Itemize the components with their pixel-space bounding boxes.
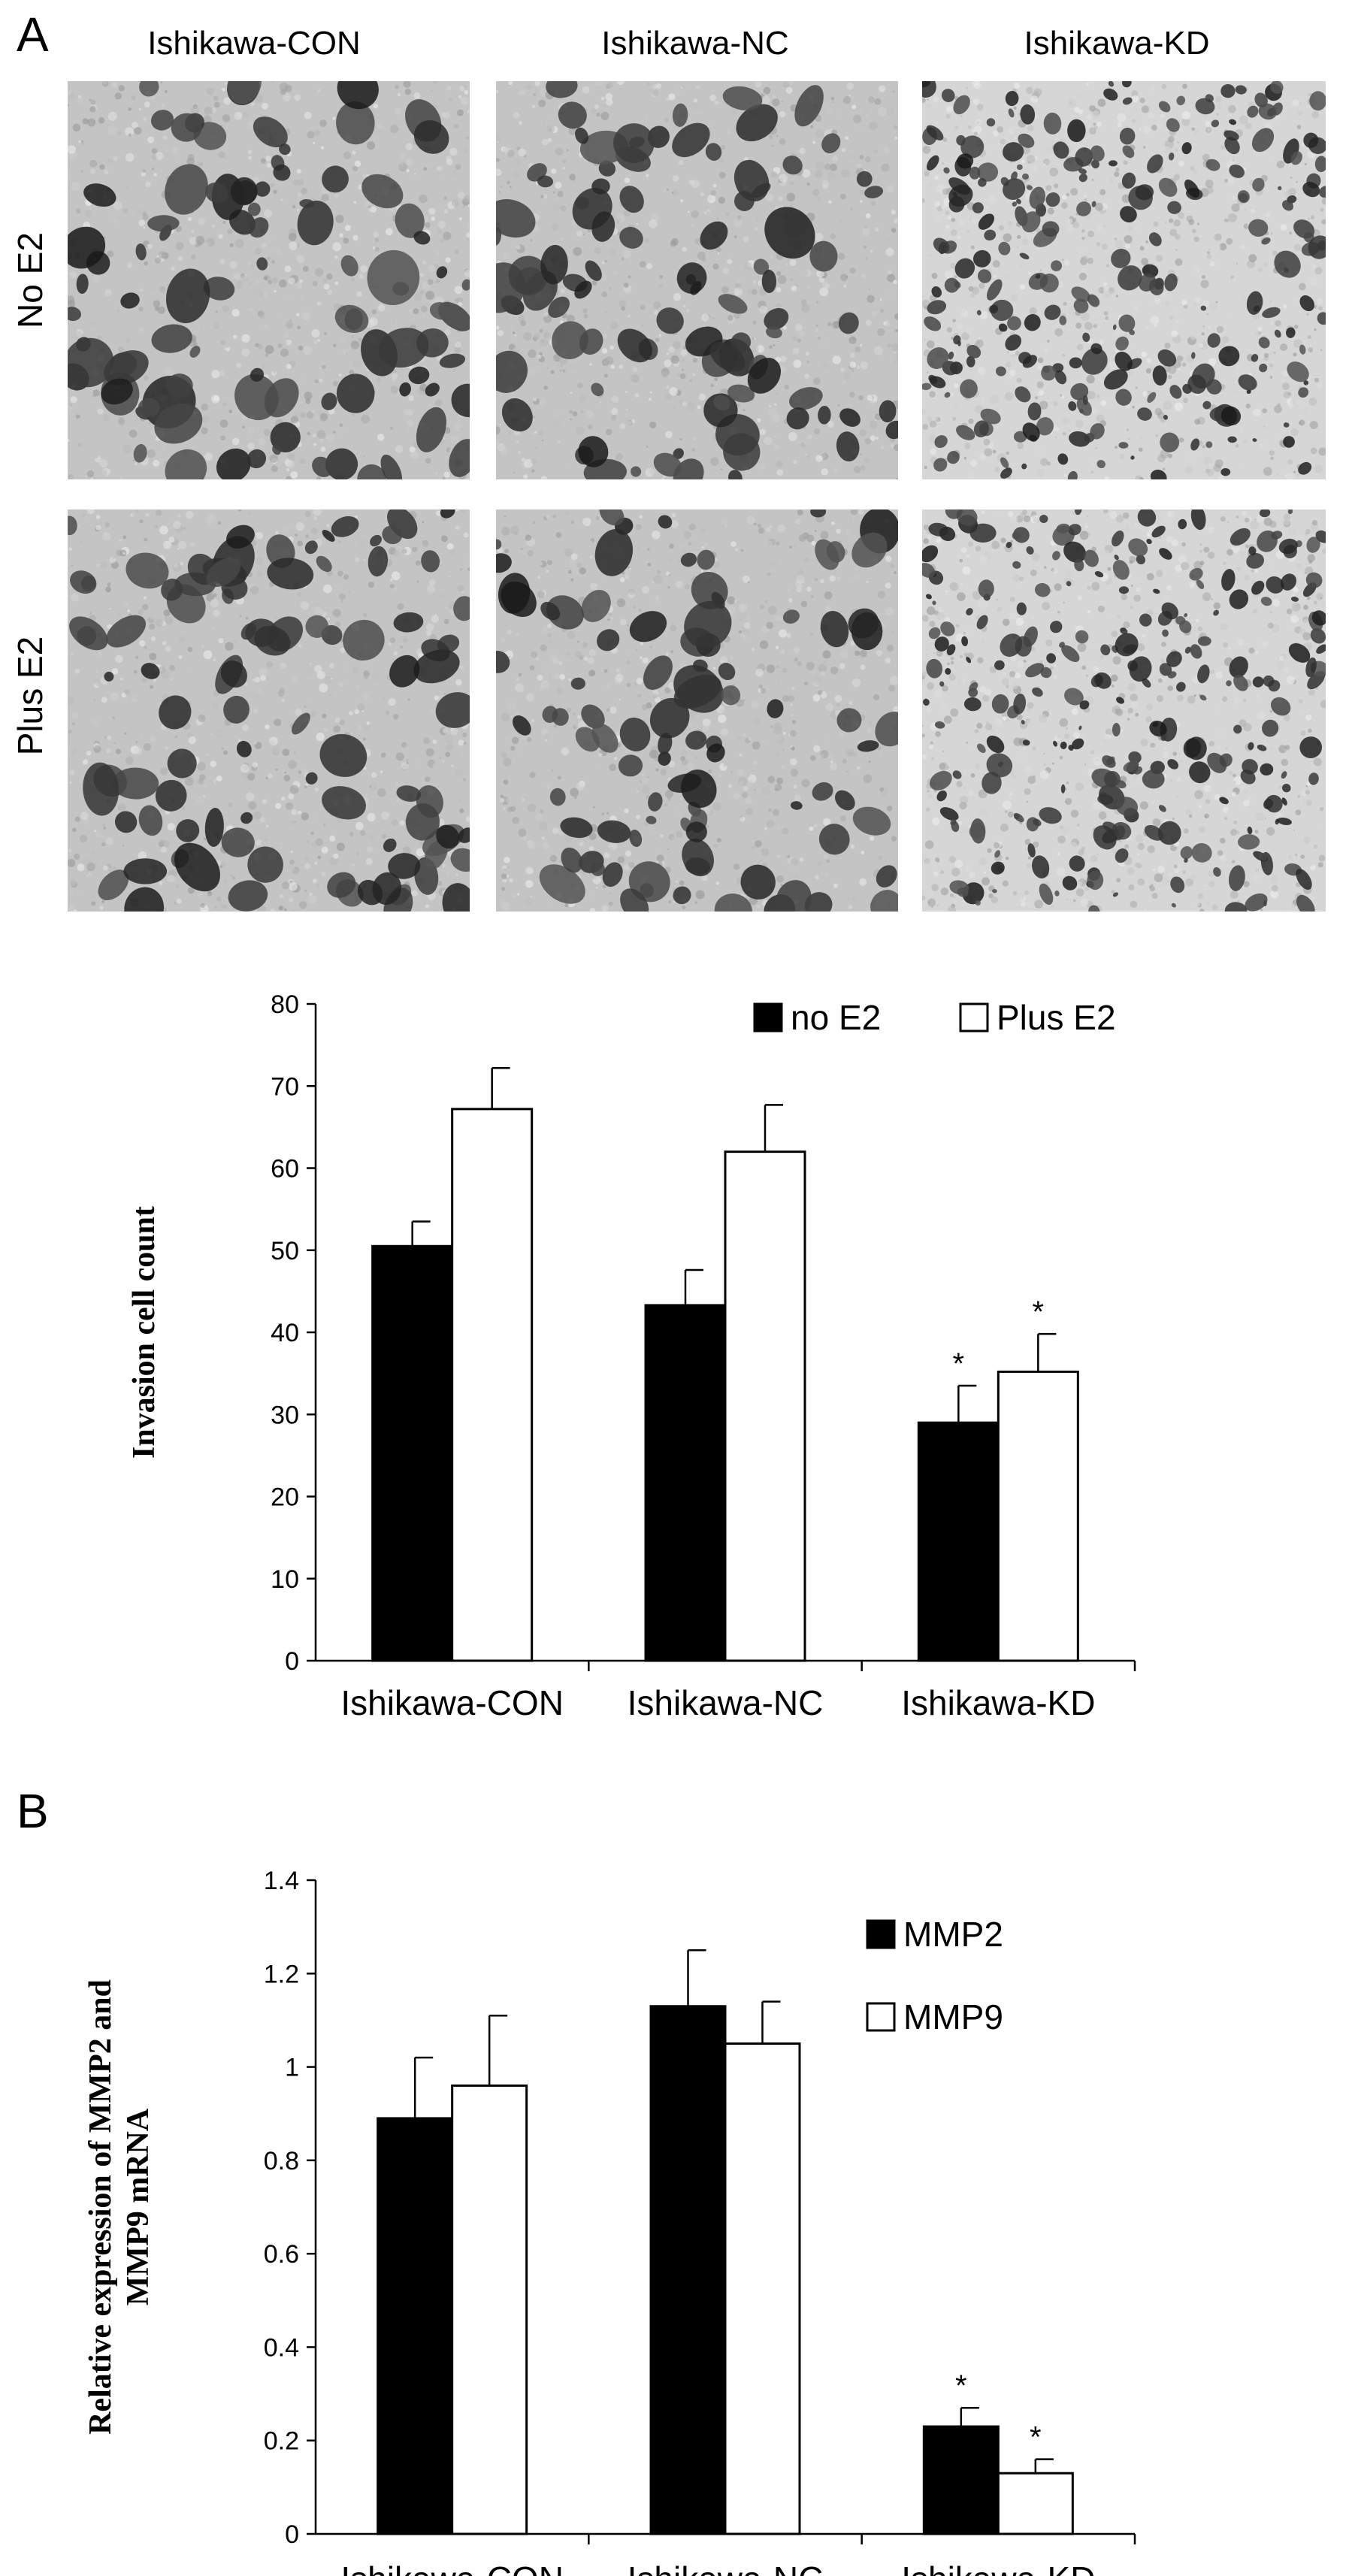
chart-b-bar-mmp2 [377, 2117, 454, 2535]
panel-a-letter: A [17, 8, 49, 62]
chart-a-bar-no-e2 [644, 1304, 727, 1662]
column-header-kd: Ishikawa-KD [1024, 25, 1210, 62]
row-header-no-e2: No E2 [11, 232, 50, 328]
panel-b-letter: B [17, 1784, 49, 1838]
column-header-con: Ishikawa-CON [147, 25, 361, 62]
chart-a-significance-marker: * [953, 1347, 965, 1380]
chart-b-y-tick-label: 0.4 [264, 2333, 299, 2362]
chart-a-y-tick-label: 50 [271, 1237, 299, 1265]
chart-a-y-axis-label: Invasion cell count [127, 1206, 162, 1459]
invasion-count-bar-chart: 0 10 20 30 40 50 60 70 80 Ishikawa-CON Ishikawa-NC… [127, 990, 1136, 1722]
chart-a-y-tick-label: 0 [285, 1647, 299, 1676]
chart-b-bar-mmp2 [922, 2425, 1000, 2535]
chart-a-legend-label: Plus E2 [997, 998, 1116, 1037]
chart-b-legend-label: MMP2 [903, 1915, 1003, 1954]
chart-a-bar-plus-e2 [451, 1108, 534, 1662]
chart-a-y-tick-label: 70 [271, 1072, 299, 1101]
chart-b-bar-mmp2 [649, 2005, 727, 2535]
chart-b-y-tick-label: 0.8 [264, 2147, 299, 2175]
chart-b-legend-label: MMP9 [903, 1997, 1003, 2036]
chart-b-significance-marker: * [955, 2369, 967, 2402]
chart-a-category-label: Ishikawa-NC [628, 1683, 824, 1722]
chart-a-y-tick-label: 80 [271, 990, 299, 1019]
chart-b-category-label: Ishikawa-NC [628, 2559, 824, 2576]
chart-a-y-tick-label: 60 [271, 1155, 299, 1184]
micrograph-con-no-e2 [68, 81, 470, 479]
micrograph-nc-plus-e2 [496, 509, 898, 912]
chart-b-y-axis-label: Relative expression of MMP2 and [83, 1979, 118, 2435]
chart-a-legend-swatch [959, 1002, 989, 1033]
chart-b-y-axis-label: MMP9 mRNA [121, 2108, 156, 2305]
column-header-nc: Ishikawa-NC [601, 25, 789, 62]
chart-b-category-label: Ishikawa-CON [340, 2559, 564, 2576]
chart-b-legend-swatch [866, 1919, 896, 1949]
chart-b-y-tick-label: 0 [285, 2520, 299, 2549]
chart-b-y-tick-label: 1.2 [264, 1960, 299, 1988]
row-header-plus-e2: Plus E2 [11, 636, 50, 756]
chart-a-y-tick-label: 20 [271, 1483, 299, 1512]
chart-b-bar-mmp9 [451, 2084, 528, 2535]
micrograph-kd-no-e2 [922, 81, 1326, 479]
chart-a-bar-no-e2 [371, 1244, 454, 1662]
chart-b-y-tick-label: 0.6 [264, 2240, 299, 2269]
chart-a-legend-label: no E2 [791, 998, 881, 1037]
chart-a-bar-plus-e2 [997, 1370, 1079, 1662]
chart-b-y-tick-label: 1.4 [264, 1867, 299, 1895]
chart-b-y-tick-label: 0.2 [264, 2427, 299, 2456]
chart-a-y-tick-label: 30 [271, 1401, 299, 1429]
chart-a-y-tick-label: 10 [271, 1565, 299, 1594]
mmp-expression-bar-chart: 0 0.2 0.4 0.6 0.8 1 1.2 1.4 Ishikawa-CON Ishikawa… [83, 1867, 1136, 2576]
chart-b-y-tick-label: 1 [285, 2054, 299, 2082]
chart-a-bar-no-e2 [917, 1421, 1000, 1662]
micrograph-con-plus-e2 [68, 509, 470, 912]
chart-a-category-label: Ishikawa-KD [901, 1683, 1095, 1722]
micrograph-kd-plus-e2 [922, 509, 1326, 912]
chart-a-y-tick-label: 40 [271, 1319, 299, 1347]
chart-a-bar-plus-e2 [724, 1150, 806, 1662]
chart-a-legend-swatch [753, 1002, 783, 1033]
chart-b-category-label: Ishikawa-KD [901, 2559, 1095, 2576]
chart-b-bar-mmp9 [724, 2042, 801, 2535]
chart-a-significance-marker: * [1033, 1296, 1045, 1329]
chart-a-category-label: Ishikawa-CON [340, 1683, 564, 1722]
micrograph-nc-no-e2 [496, 81, 898, 479]
chart-b-bar-mmp9 [997, 2472, 1074, 2535]
chart-b-legend-swatch [866, 2002, 896, 2032]
chart-b-significance-marker: * [1030, 2421, 1042, 2454]
